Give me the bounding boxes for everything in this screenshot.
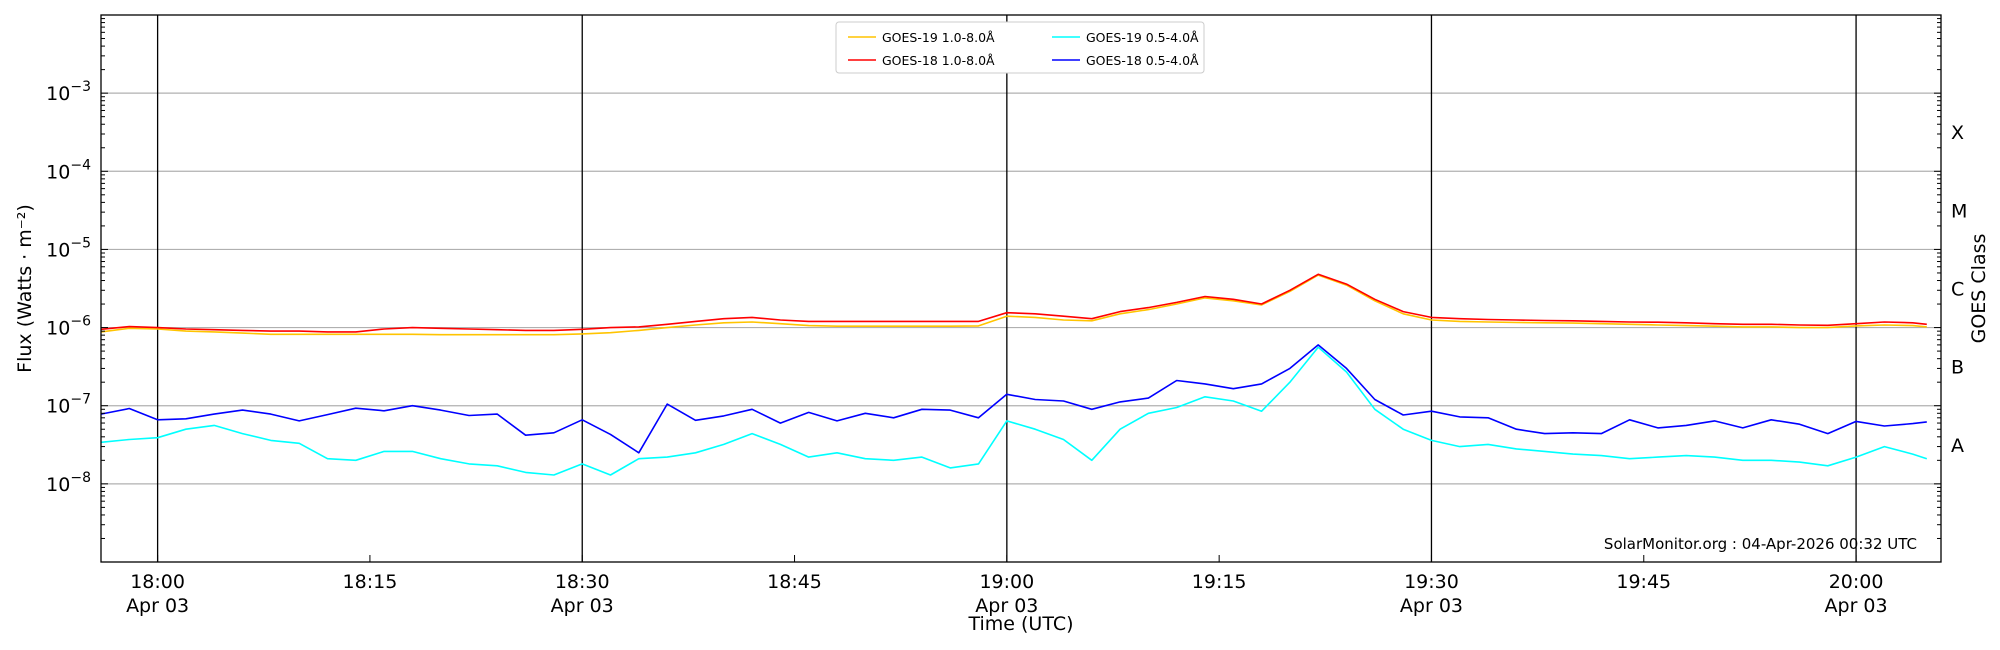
x-tick-label: 20:00 — [1829, 571, 1884, 593]
legend-label: GOES-19 0.5-4.0Å — [1086, 30, 1199, 45]
y-tick-label: 10−8 — [46, 470, 91, 496]
y-tick-label: 10−4 — [46, 157, 91, 183]
x-tick-label: 18:15 — [343, 571, 398, 593]
grid — [101, 15, 1941, 562]
y-tick-label: 10−5 — [46, 235, 91, 261]
goes-class-label: B — [1951, 357, 1964, 379]
goes-class-label: M — [1951, 200, 1967, 222]
goes-class-label: X — [1951, 122, 1964, 144]
x-tick-label: 19:00 — [979, 571, 1034, 593]
legend: GOES-19 1.0-8.0Å GOES-18 1.0-8.0Å GOES-19 … — [835, 21, 1205, 74]
series-line — [100, 344, 1927, 454]
x-tick-label: 18:30 — [555, 571, 610, 593]
series-line — [100, 274, 1927, 336]
watermark: SolarMonitor.org : 04-Apr-2026 00:32 UTC — [1604, 535, 1917, 553]
x-tick-label: 19:30 — [1404, 571, 1459, 593]
y-tick-label: 10−3 — [46, 79, 91, 105]
x-tick-date-label: Apr 03 — [126, 595, 189, 617]
goes-class-label: A — [1951, 435, 1964, 457]
y-tick-label: 10−7 — [46, 392, 91, 418]
plot-frame — [100, 14, 1942, 563]
series-line — [100, 273, 1927, 333]
x-tick-date-label: Apr 03 — [975, 595, 1038, 617]
goes-class-label: C — [1951, 279, 1964, 301]
x-axis-label: Time (UTC) — [967, 613, 1073, 635]
x-tick-label: 19:15 — [1192, 571, 1247, 593]
x-tick-date-label: Apr 03 — [1825, 595, 1888, 617]
series-line — [100, 346, 1928, 476]
x-tick-label: 18:00 — [130, 571, 185, 593]
x-tick-date-label: Apr 03 — [551, 595, 614, 617]
legend-box — [835, 21, 1205, 74]
x-tick-date-label: Apr 03 — [1400, 595, 1463, 617]
y-tick-label: 10−6 — [46, 314, 91, 340]
legend-label: GOES-18 0.5-4.0Å — [1086, 53, 1199, 68]
series-lines — [100, 273, 1928, 476]
y2-axis-label: GOES Class — [1968, 234, 1990, 344]
legend-label: GOES-19 1.0-8.0Å — [882, 30, 995, 45]
x-tick-label: 19:45 — [1616, 571, 1671, 593]
legend-label: GOES-18 1.0-8.0Å — [882, 53, 995, 68]
x-tick-label: 18:45 — [767, 571, 822, 593]
y-axis-label: Flux (Watts · m⁻²) — [14, 204, 36, 373]
